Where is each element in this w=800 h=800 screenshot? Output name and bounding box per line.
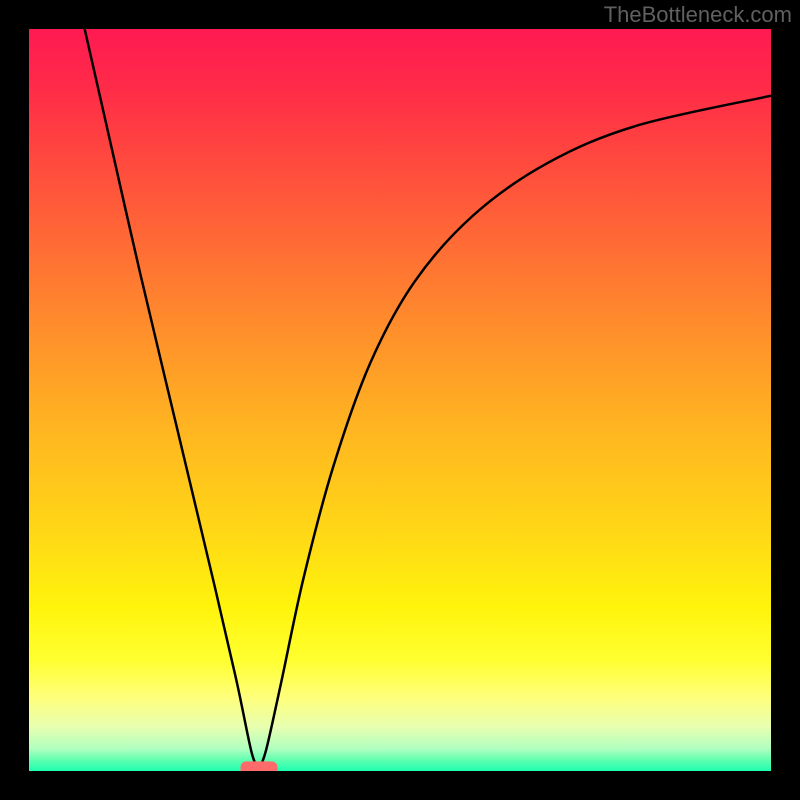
curve-layer	[29, 29, 771, 771]
minimum-marker	[240, 761, 277, 771]
v-curve	[85, 29, 771, 770]
plot-area	[29, 29, 771, 771]
watermark-label: TheBottleneck.com	[604, 2, 792, 28]
